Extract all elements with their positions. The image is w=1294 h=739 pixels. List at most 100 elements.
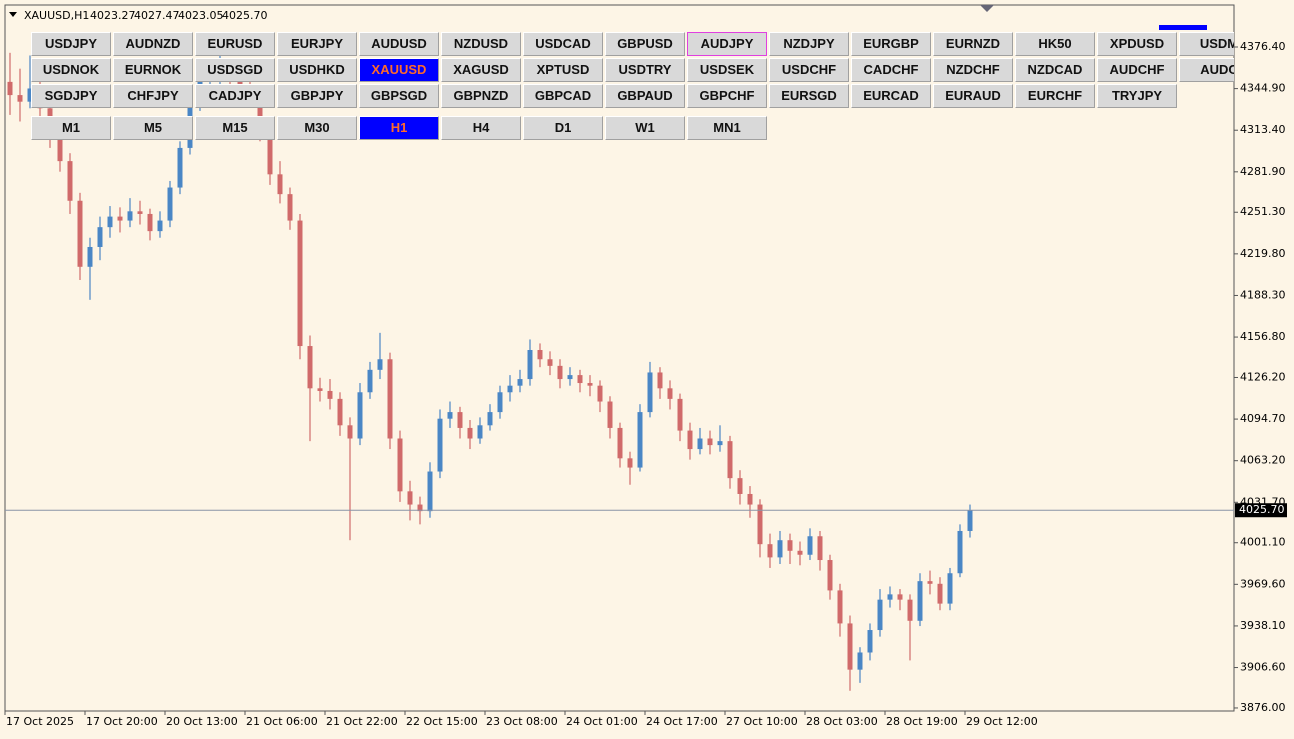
button[interactable]: GBPUSD [605, 32, 685, 56]
y-tick-label: 4094.70 [1240, 412, 1286, 425]
candle-body [327, 390, 333, 399]
candle-body [417, 504, 423, 512]
button[interactable]: M5 [113, 116, 193, 140]
button[interactable]: AUDCHF [1097, 58, 1177, 82]
button[interactable]: M1 [31, 116, 111, 140]
candle-body [97, 227, 103, 247]
button[interactable]: EURJPY [277, 32, 357, 56]
button[interactable]: AUDUSD [359, 32, 439, 56]
y-tick-label: 4156.80 [1240, 330, 1286, 343]
candle-body [407, 491, 413, 505]
candle-body [7, 81, 13, 96]
button[interactable]: XPDUSD [1097, 32, 1177, 56]
candle-body [57, 134, 63, 162]
y-tick-label: 4126.20 [1240, 370, 1286, 383]
button[interactable]: GBPCHF [687, 84, 767, 108]
button[interactable]: EURSGD [769, 84, 849, 108]
menu-arrow [9, 12, 17, 17]
button[interactable]: USDCHF [769, 58, 849, 82]
button[interactable]: GBPAUD [605, 84, 685, 108]
button[interactable]: SGDJPY [31, 84, 111, 108]
button[interactable]: D1 [523, 116, 603, 140]
x-tick-label: 22 Oct 15:00 [406, 715, 478, 728]
y-tick-label: 4219.80 [1240, 247, 1286, 260]
y-tick-label: 3876.00 [1240, 701, 1286, 714]
button[interactable]: EURGBP [851, 32, 931, 56]
button[interactable]: NZDJPY [769, 32, 849, 56]
button[interactable]: XPTUSD [523, 58, 603, 82]
button[interactable]: AUDC [1179, 58, 1234, 82]
button[interactable]: USDHKD [277, 58, 357, 82]
button[interactable]: M15 [195, 116, 275, 140]
candle-body [137, 211, 143, 214]
candle-body [477, 425, 483, 439]
button[interactable]: AUDJPY [687, 32, 767, 56]
button[interactable]: USDNOK [31, 58, 111, 82]
y-tick-label: 4344.90 [1240, 82, 1286, 95]
candle-body [297, 220, 303, 347]
button[interactable]: CHFJPY [113, 84, 193, 108]
button[interactable]: USDSEK [687, 58, 767, 82]
button[interactable]: USDM [1179, 32, 1234, 56]
button[interactable]: EURUSD [195, 32, 275, 56]
symbol-title: XAUUSD,H1 [24, 9, 89, 22]
candle-body [617, 427, 623, 459]
candle-body [117, 216, 123, 221]
button[interactable]: GBPNZD [441, 84, 521, 108]
button[interactable]: XAUUSD [359, 58, 439, 82]
candle-body [457, 412, 463, 428]
candle-body [547, 359, 553, 366]
button[interactable]: EURAUD [933, 84, 1013, 108]
button[interactable]: NZDCAD [1015, 58, 1095, 82]
button[interactable]: W1 [605, 116, 685, 140]
candle-body [447, 412, 453, 419]
candle-body [577, 375, 583, 384]
button[interactable]: EURCHF [1015, 84, 1095, 108]
candle-body [517, 379, 523, 386]
y-tick-label: 4063.20 [1240, 454, 1286, 467]
x-tick-label: 21 Oct 06:00 [246, 715, 318, 728]
button[interactable]: GBPSGD [359, 84, 439, 108]
button[interactable]: EURNZD [933, 32, 1013, 56]
button[interactable]: NZDCHF [933, 58, 1013, 82]
header-ohlc: 4023.05 [178, 9, 224, 22]
button[interactable]: HK50 [1015, 32, 1095, 56]
button[interactable]: USDJPY [31, 32, 111, 56]
y-tick-label: 4313.40 [1240, 123, 1286, 136]
x-tick-label: 20 Oct 13:00 [166, 715, 238, 728]
button[interactable]: USDSGD [195, 58, 275, 82]
button[interactable]: GBPJPY [277, 84, 357, 108]
button[interactable]: M30 [277, 116, 357, 140]
candle-body [737, 478, 743, 494]
button[interactable]: CADJPY [195, 84, 275, 108]
candle-body [917, 581, 923, 621]
button[interactable]: EURCAD [851, 84, 931, 108]
button-panel: USDJPY AUDNZD EURUSD EURJPY AUDUSD NZDUSD USDC… [0, 0, 1234, 150]
y-tick-label: 3969.60 [1240, 577, 1286, 590]
candle-body [697, 438, 703, 450]
button[interactable]: USDCAD [523, 32, 603, 56]
button[interactable]: EURNOK [113, 58, 193, 82]
button[interactable]: XAGUSD [441, 58, 521, 82]
candle-body [107, 216, 113, 228]
current-price-box [1235, 503, 1287, 518]
candle-body [627, 458, 633, 468]
candle-body [287, 194, 293, 221]
candle-body [897, 594, 903, 600]
button[interactable]: NZDUSD [441, 32, 521, 56]
candle-body [537, 350, 543, 360]
button[interactable]: H1 [359, 116, 439, 140]
button[interactable]: H4 [441, 116, 521, 140]
candle-body [797, 550, 803, 555]
marker [1159, 25, 1207, 30]
candle-body [907, 599, 913, 621]
button[interactable]: CADCHF [851, 58, 931, 82]
button[interactable]: TRYJPY [1097, 84, 1177, 108]
button[interactable]: AUDNZD [113, 32, 193, 56]
button[interactable]: MN1 [687, 116, 767, 140]
button[interactable]: GBPCAD [523, 84, 603, 108]
button[interactable]: USDTRY [605, 58, 685, 82]
candle-body [437, 418, 443, 472]
candle-body [597, 385, 603, 402]
